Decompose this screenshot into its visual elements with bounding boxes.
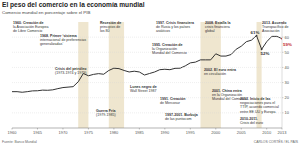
x-tick-label: 1985	[135, 130, 145, 135]
y-tick	[282, 97, 284, 98]
x-tick-label: 2013	[278, 130, 288, 135]
credit: CARLOS CORTÉS / EL PAÍS	[254, 139, 299, 144]
annotation: de Mercosur	[160, 101, 181, 105]
y-tick-label: 20	[285, 95, 290, 100]
y-tick-label: 50	[285, 50, 290, 55]
annotation: los 80	[100, 29, 110, 33]
y-tick	[282, 52, 284, 53]
x-tick-label: 2010	[262, 130, 272, 135]
annotation: (1979-1985)	[96, 113, 116, 117]
y-tick-label: 40	[285, 65, 290, 70]
annotation: Wall Street 1987	[130, 89, 156, 93]
x-tick-label: 2005	[237, 130, 247, 135]
point-marker	[256, 35, 258, 37]
annotation: asiáticos	[156, 29, 170, 33]
x-tick-label: 1965	[33, 130, 43, 135]
grid-line	[12, 67, 282, 68]
x-tick-label: 2000	[211, 130, 221, 135]
data-label: 52%	[261, 51, 270, 56]
annotation: entre EE UU y Europa	[240, 110, 276, 114]
annotation: generalizadas’	[40, 42, 63, 46]
x-tick-label: 1960	[8, 130, 18, 135]
annotation: en circulación	[204, 72, 226, 76]
annotation: de las puntocom	[165, 117, 191, 121]
annotation: Crisis del euro	[240, 121, 263, 125]
data-label: 59%	[283, 42, 292, 47]
subtitle: Comercio mundial en porcentaje sobre el …	[2, 10, 90, 15]
y-tick-label: 30	[285, 80, 290, 85]
y-tick	[282, 112, 284, 113]
annotation: Asociación	[262, 29, 279, 33]
annotation: global	[205, 29, 215, 33]
y-tick	[282, 37, 284, 38]
annotation: de Libre Comercio	[13, 29, 42, 33]
chart: El peso del comercio en la economía mund…	[0, 0, 300, 145]
grid-line	[12, 52, 282, 53]
y-tick-label: 10	[285, 110, 290, 115]
x-tick-label: 1995	[186, 130, 196, 135]
y-tick-label: 60	[285, 35, 290, 40]
annotation: Mundial del Comercio	[152, 51, 187, 55]
annotation: (1973-1974 y 1979)	[55, 71, 86, 75]
series-line	[12, 36, 282, 93]
title: El peso del comercio en la economía mund…	[2, 1, 145, 9]
data-label: 61%	[251, 30, 260, 35]
y-axis	[282, 22, 283, 128]
plot-area	[12, 22, 282, 128]
x-tick-label: 1990	[160, 130, 170, 135]
source: Fuente: Banco Mundial	[2, 140, 37, 144]
y-tick	[282, 82, 284, 83]
point-marker	[261, 48, 263, 50]
x-tick-label: 1980	[109, 130, 119, 135]
grid-line	[12, 82, 282, 83]
x-tick-label: 1975	[84, 130, 94, 135]
x-axis	[12, 128, 282, 129]
x-tick-label: 1970	[58, 130, 68, 135]
y-tick	[282, 67, 284, 68]
